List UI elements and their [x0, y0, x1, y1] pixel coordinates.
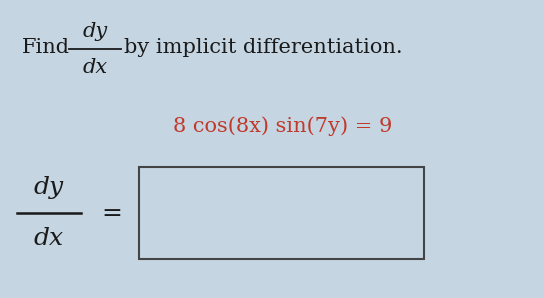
FancyBboxPatch shape: [139, 167, 424, 259]
Text: dx: dx: [34, 227, 64, 250]
Text: Find: Find: [22, 38, 70, 57]
Text: 8 cos(8x) sin(7y) = 9: 8 cos(8x) sin(7y) = 9: [173, 117, 393, 136]
Text: by implicit differentiation.: by implicit differentiation.: [124, 38, 403, 57]
Text: =: =: [101, 201, 122, 225]
Text: dx: dx: [83, 58, 108, 77]
Text: dy: dy: [83, 22, 108, 41]
Text: dy: dy: [34, 176, 64, 199]
